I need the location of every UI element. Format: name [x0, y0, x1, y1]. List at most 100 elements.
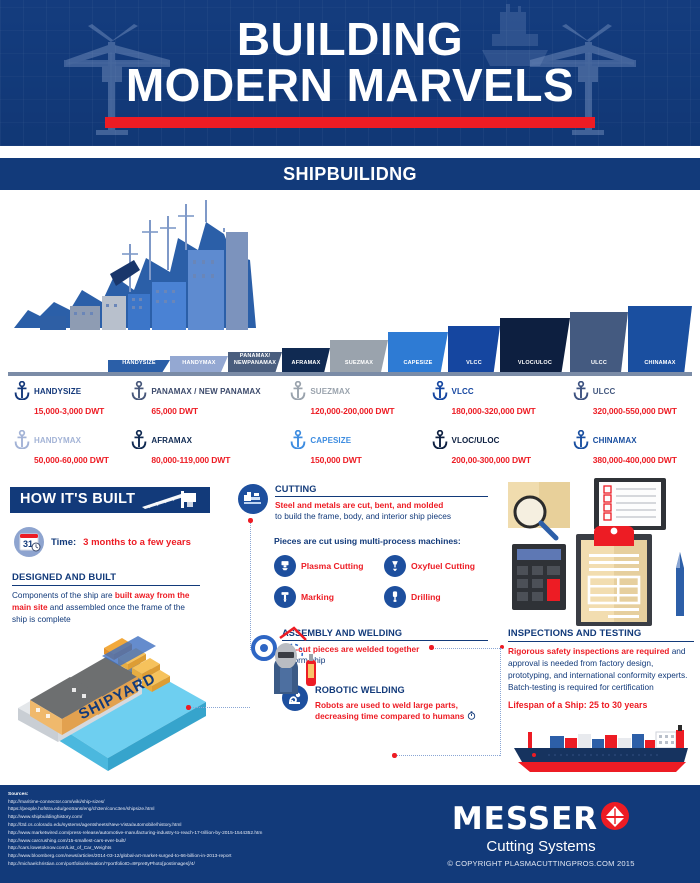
- section-bar-shipbuilding: SHIPBUILIDNG: [0, 158, 700, 190]
- crane-icon-right: [530, 24, 636, 135]
- connector-dot-cutting: [248, 518, 253, 523]
- cutting-process-item: Marking: [274, 586, 378, 609]
- vessel-class-name: HANDYSIZE: [34, 387, 82, 396]
- hull-segment: CAPESIZE: [388, 332, 448, 372]
- anchor-icon: [131, 429, 147, 450]
- hull-segment-label: AFRAMAX: [291, 359, 321, 366]
- vessel-class-dwt: 65,000 DWT: [151, 405, 199, 416]
- vessel-class-dwt: 80,000-119,000 DWT: [151, 454, 231, 465]
- anchor-icon: [573, 429, 589, 450]
- vessel-class-dwt: 320,000-550,000 DWT: [592, 405, 677, 416]
- hull-segment: PANAMAX/NEWPANAMAX: [228, 352, 282, 372]
- header-title-line1: BUILDING: [236, 13, 464, 65]
- vessel-class-name: AFRAMAX: [151, 436, 193, 446]
- robotic-title: ROBOTIC WELDING: [315, 685, 405, 696]
- connector-horizontal-shipyard: [190, 707, 250, 708]
- vessel-class-dwt: 150,000 DWT: [310, 454, 362, 465]
- source-link[interactable]: http://www.marketwired.com/press-release…: [8, 830, 263, 836]
- source-link[interactable]: https://people.hofstra.edu/geotrans/eng/…: [8, 807, 155, 813]
- connector-dot-shipyard: [186, 705, 191, 710]
- anchor-icon: [291, 380, 306, 401]
- brand-block: MESSER Cutting Systems © COPYRIGHT PLASM…: [396, 801, 686, 868]
- vessel-class-item: HANDYMAX 50,000-60,000 DWT: [14, 429, 131, 468]
- hull-segment: VLCC: [448, 326, 500, 372]
- ship-size-chart: HANDYSIZE HANDYMAX PANAMAX/NEWPANAMAX AFRAM…: [0, 196, 700, 376]
- source-link[interactable]: http://www.carcrushing.com/15-smallest-c…: [8, 838, 126, 844]
- source-link[interactable]: http://l3d.cs.colorado.edu/systems/agent…: [8, 822, 182, 828]
- vessel-class-dwt: 50,000-60,000 DWT: [34, 454, 109, 465]
- lifespan-label: Lifespan of a Ship:: [508, 700, 587, 711]
- build-time-value: 3 months to a few years: [83, 536, 191, 548]
- vessel-class-name: PANAMAX / NEW PANAMAX: [151, 387, 261, 396]
- anchor-icon: [432, 429, 447, 450]
- inspections-bullet: [500, 645, 504, 649]
- inspections-module: INSPECTIONS AND TESTING Rigorous safety …: [500, 628, 694, 711]
- crane-icon-left: [64, 24, 170, 135]
- anchor-icon-wrap: [573, 429, 589, 454]
- hull-segment-label: VLOC/ULOC: [517, 359, 553, 366]
- vessel-class-name: HANDYMAX: [34, 436, 82, 446]
- vessel-class-dwt: 380,000-400,000 DWT: [592, 454, 677, 465]
- vessel-class-item: VLCC 180,000-320,000 DWT: [432, 380, 573, 419]
- inspections-text: Rigorous safety inspections are required…: [508, 646, 694, 693]
- hull-segment-label: ULCC: [590, 359, 608, 366]
- hull-segment-label: HANDYSIZE: [122, 359, 156, 366]
- ship-silhouette-icon: [482, 4, 548, 66]
- crane-icon: [142, 491, 196, 509]
- container-ship-icon: [514, 725, 688, 772]
- assembly-module: ASSEMBLY AND WELDING Pre-cut pieces are …: [282, 628, 488, 667]
- cutting-process-grid: Plasma Cutting Oxyfuel Cutting Marking Dril…: [274, 555, 488, 609]
- anchor-icon-wrap: [573, 380, 589, 405]
- anchor-icon-wrap: [14, 380, 30, 405]
- copyright-text: © COPYRIGHT PLASMACUTTINGPROS.COM 2015: [447, 859, 635, 868]
- welder-icon: [251, 626, 316, 694]
- cutting-process-label: Oxyfuel Cutting: [411, 561, 475, 572]
- assembly-text: Pre-cut pieces are welded together to fo…: [282, 644, 488, 668]
- source-link[interactable]: http://www.shipbuildinghistory.com/: [8, 815, 83, 821]
- how-its-built-label: HOW IT'S BUILT: [20, 491, 136, 507]
- stopwatch-icon: [467, 711, 475, 721]
- header-title-line2: MODERN MARVELS: [125, 59, 575, 111]
- lifespan-value: 25 to 30 years: [589, 700, 648, 711]
- dab-text-a: Components of the ship are: [12, 591, 115, 600]
- cutting-subtitle: Pieces are cut using multi-process machi…: [274, 536, 461, 547]
- connector-dot-robotic: [392, 753, 397, 758]
- inspections-text-plain: and approval is needed from factory desi…: [508, 646, 688, 692]
- source-link[interactable]: http://www.bloomberg.com/news/articles/2…: [8, 854, 232, 860]
- designed-and-built-block: DESIGNED AND BUILT Components of the shi…: [12, 572, 200, 626]
- hull-segment: HANDYMAX: [170, 356, 228, 372]
- cutting-title: CUTTING: [275, 484, 488, 497]
- vessel-class-dwt: 15,000-3,000 DWT: [34, 405, 105, 416]
- footer: Sources: http://maritime-connector.com/w…: [0, 783, 700, 883]
- vessel-class-item: SUEZMAX 120,000-200,000 DWT: [290, 380, 431, 419]
- calendar-icon: 31: [14, 527, 44, 557]
- vessel-class-name: ULCC: [592, 387, 616, 396]
- section-bar-label: SHIPBUILIDNG: [283, 164, 417, 184]
- hull-segment-label: CAPESIZE: [403, 359, 433, 366]
- vessel-class-item: HANDYSIZE 15,000-3,000 DWT: [14, 380, 131, 419]
- source-link[interactable]: http://maritime-connector.com/wiki/ship-…: [8, 799, 105, 805]
- connector-horizontal-robotic: [395, 755, 500, 756]
- waterline: [8, 372, 692, 376]
- vessel-class-dwt: 200,00-300,000 DWT: [451, 454, 532, 465]
- source-link[interactable]: http://michaelchristian.com/portfolio/el…: [8, 861, 195, 867]
- cutting-process-label: Marking: [301, 592, 334, 603]
- shipyard-isometric-art: [18, 636, 206, 771]
- source-link[interactable]: http://cars.lowetoknow.com/List_of_Car_W…: [8, 846, 112, 852]
- oxyfuel-torch-icon: [384, 555, 406, 578]
- cutting-module: CUTTING Steel and metals are cut, bent, …: [238, 484, 488, 523]
- vessel-class-dwt: 120,000-200,000 DWT: [310, 405, 395, 416]
- dab-text-b: and assembled once the frame of the ship…: [12, 602, 185, 624]
- vessel-class-item: CHINAMAX 380,000-400,000 DWT: [573, 429, 690, 468]
- anchor-icon: [432, 380, 447, 401]
- plasma-cutter-icon: [274, 555, 296, 578]
- vessel-class-name: SUEZMAX: [310, 387, 351, 396]
- anchor-icon-wrap: [432, 380, 448, 405]
- hull-segment: CHINAMAX: [628, 306, 692, 372]
- cutting-process-item: Plasma Cutting: [274, 555, 378, 578]
- sources-list: http://maritime-connector.com/wiki/ship-…: [8, 799, 262, 869]
- anchor-icon-wrap: [290, 429, 306, 454]
- vessel-class-dwt: 180,000-320,000 DWT: [451, 405, 536, 416]
- hull-segment-label: VLCC: [466, 359, 482, 366]
